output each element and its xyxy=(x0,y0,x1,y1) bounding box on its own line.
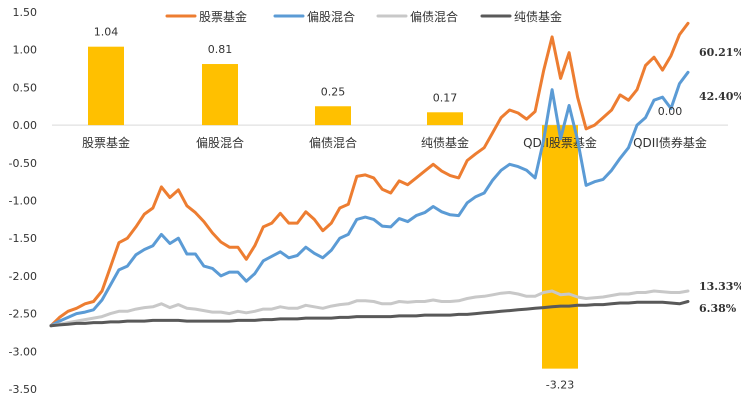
bar-value-label: -3.23 xyxy=(546,379,574,392)
y-tick-label: 1.00 xyxy=(13,44,38,57)
y-tick-label: -3.50 xyxy=(9,383,37,396)
series-line-1 xyxy=(49,70,690,328)
bar-value-label: 0.00 xyxy=(658,105,683,118)
bar-0 xyxy=(88,46,124,126)
y-tick-label: -0.50 xyxy=(9,157,37,170)
category-label: 股票基金 xyxy=(82,135,130,150)
y-tick-label: 0.00 xyxy=(13,119,38,132)
series-line-3 xyxy=(49,300,690,328)
series-end-label: 60.21% xyxy=(699,46,741,59)
bar-value-label: 1.04 xyxy=(94,26,119,39)
y-tick-label: -1.50 xyxy=(9,232,37,245)
bar-1 xyxy=(202,64,238,126)
y-tick-label: -3.00 xyxy=(9,345,37,358)
legend-label: 偏债混合 xyxy=(410,9,458,24)
category-label: QDII债券基金 xyxy=(633,135,707,150)
legend-label: 纯债基金 xyxy=(514,9,562,24)
y-tick-label: -1.00 xyxy=(9,195,37,208)
bar-value-label: 0.17 xyxy=(433,91,458,104)
bar-4 xyxy=(542,125,578,369)
y-tick-label: -2.00 xyxy=(9,270,37,283)
y-tick-label: -2.50 xyxy=(9,308,37,321)
category-label: 偏债混合 xyxy=(309,135,357,150)
y-tick-label: 0.50 xyxy=(13,81,38,94)
legend-label: 股票基金 xyxy=(199,9,247,24)
category-label: 偏股混合 xyxy=(196,135,244,150)
series-line-0 xyxy=(49,21,690,328)
bar-3 xyxy=(427,112,463,126)
series-end-label: 42.40% xyxy=(699,90,741,103)
bar-value-label: 0.81 xyxy=(208,43,233,56)
category-label: 纯债基金 xyxy=(421,135,469,150)
legend-label: 偏股混合 xyxy=(307,9,355,24)
y-tick-label: 1.50 xyxy=(13,6,38,19)
bar-value-label: 0.25 xyxy=(321,85,346,98)
series-line-2 xyxy=(49,289,690,328)
series-end-label: 13.33% xyxy=(699,280,741,293)
bar-2 xyxy=(315,106,351,126)
series-end-label: 6.38% xyxy=(699,302,737,315)
